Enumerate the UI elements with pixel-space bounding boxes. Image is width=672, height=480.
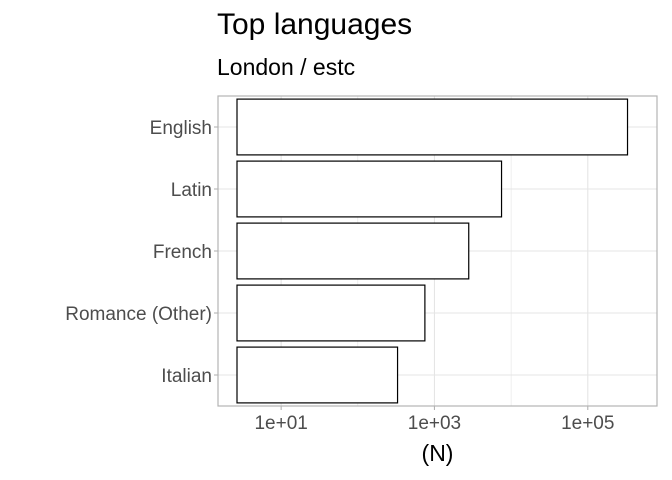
y-tick-label: Latin (171, 180, 212, 201)
bar (236, 160, 503, 218)
x-tick-label: 1e+01 (254, 413, 307, 434)
bar (236, 284, 426, 342)
chart-title: Top languages (217, 8, 413, 41)
y-tick-label: Romance (Other) (65, 304, 212, 325)
x-tick-label: 1e+05 (561, 413, 614, 434)
bar (236, 98, 629, 156)
x-axis-title: (N) (422, 440, 454, 466)
y-tick-label: French (153, 242, 212, 263)
bar (236, 222, 470, 280)
y-tick-label: Italian (161, 366, 212, 387)
bar (236, 346, 399, 404)
chart-subtitle: London / estc (217, 54, 356, 80)
x-tick-label: 1e+03 (408, 413, 461, 434)
y-tick-label: English (150, 118, 212, 139)
